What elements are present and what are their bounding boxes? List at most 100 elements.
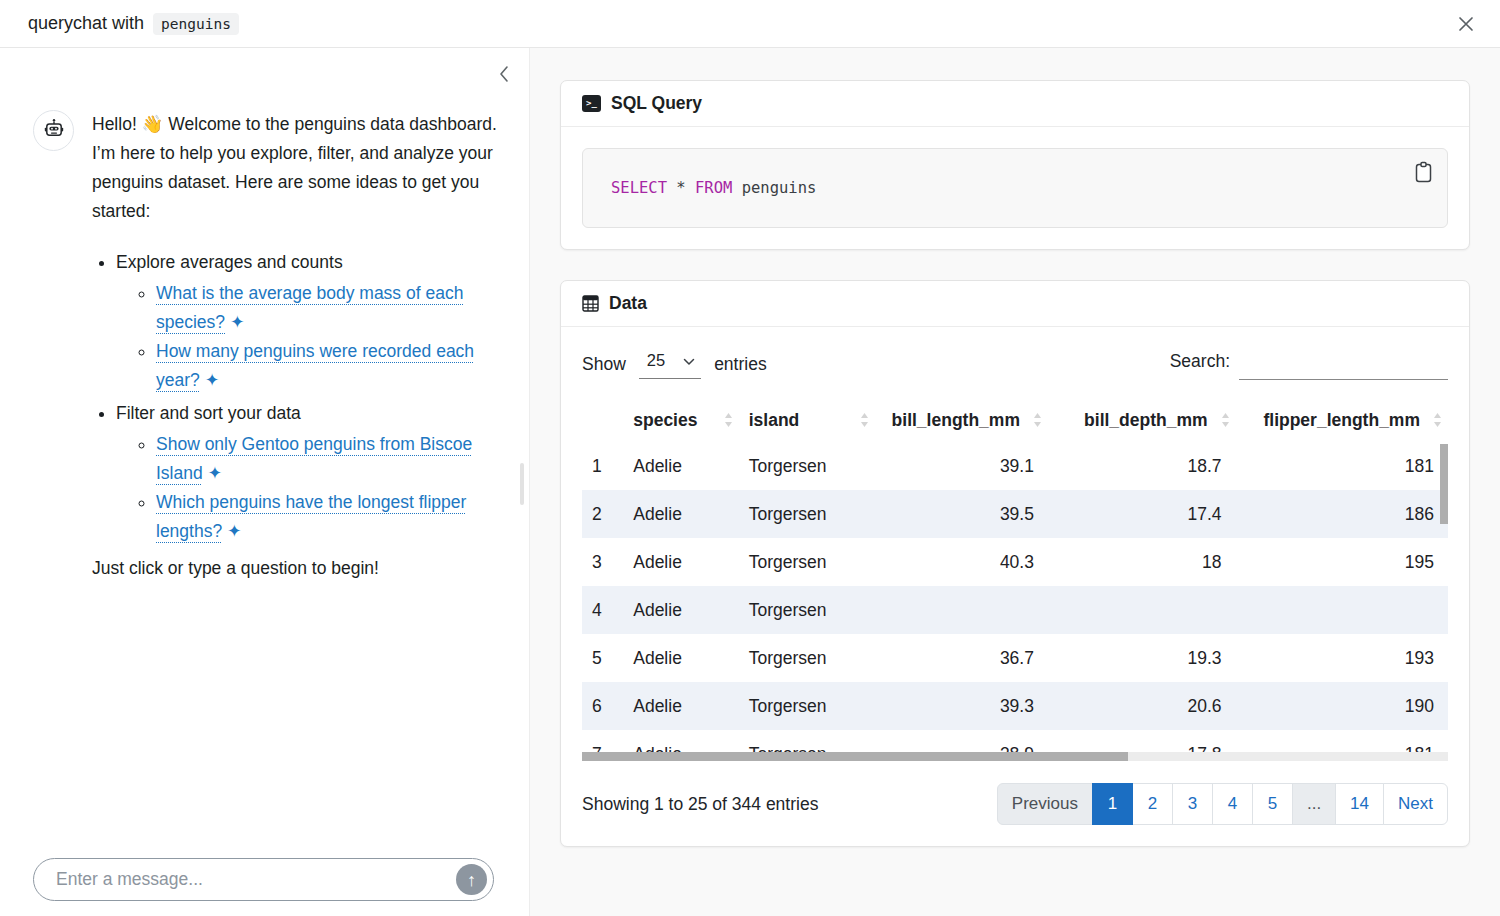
table-cell: 195 <box>1236 538 1448 586</box>
table-cell: Torgersen <box>739 682 875 730</box>
send-button[interactable]: ↑ <box>456 864 487 895</box>
chat-scrollbar[interactable] <box>520 463 524 505</box>
section-label: Explore averages and counts <box>116 252 343 272</box>
row-number-cell: 5 <box>582 634 623 682</box>
pagination-page-button[interactable]: 1 <box>1092 783 1133 825</box>
sort-icon <box>1033 412 1042 428</box>
table-row[interactable]: 6AdelieTorgersen39.320.6190 <box>582 682 1448 730</box>
message-intro: Hello! 👋 Welcome to the penguins data da… <box>92 110 501 226</box>
sparkle-icon: ✦ <box>222 521 242 541</box>
entries-label: entries <box>714 354 767 375</box>
robot-icon <box>42 117 66 145</box>
table-row[interactable]: 2AdelieTorgersen39.517.4186 <box>582 490 1448 538</box>
sql-card-header: >_ SQL Query <box>561 81 1469 127</box>
table-cell: Adelie <box>623 634 738 682</box>
table-cell: Adelie <box>623 442 738 490</box>
column-header-label: island <box>749 410 800 430</box>
column-header-label: bill_depth_mm <box>1084 410 1208 430</box>
pagination-ellipsis: ... <box>1292 783 1336 825</box>
data-table: species island bill_length_mm bill_depth_mm… <box>582 398 1448 761</box>
pagination-previous-button: Previous <box>997 783 1093 825</box>
table-horizontal-scrollbar[interactable] <box>582 752 1128 761</box>
pagination-next-button[interactable]: Next <box>1383 783 1448 825</box>
send-arrow-icon: ↑ <box>467 871 476 889</box>
row-number-cell: 3 <box>582 538 623 586</box>
page-length-select[interactable]: 25 <box>639 350 701 379</box>
terminal-icon: >_ <box>582 95 601 112</box>
suggestion-list: What is the average body mass of each sp… <box>116 279 501 395</box>
chevron-down-icon <box>683 351 695 370</box>
suggestion-link[interactable]: Which penguins have the longest flipper … <box>156 492 466 541</box>
table-cell: 39.1 <box>875 442 1048 490</box>
table-viewport: species island bill_length_mm bill_depth_mm… <box>582 398 1448 761</box>
pagination-page-button[interactable]: 14 <box>1335 783 1384 825</box>
suggestion-link[interactable]: What is the average body mass of each sp… <box>156 283 463 332</box>
list-item: How many penguins were recorded each yea… <box>156 337 501 395</box>
pagination-page-button[interactable]: 5 <box>1252 783 1293 825</box>
list-item: What is the average body mass of each sp… <box>156 279 501 337</box>
column-header[interactable]: species <box>623 398 738 442</box>
sort-icon <box>860 412 869 428</box>
chevron-left-icon <box>497 72 511 87</box>
page-length-control: Show 25 entries <box>582 350 767 379</box>
pagination-page-button[interactable]: 3 <box>1172 783 1213 825</box>
close-button[interactable] <box>1452 10 1480 38</box>
table-horizontal-scrollbar-track <box>582 752 1448 761</box>
sql-query-card: >_ SQL Query SELECT * FROM penguins <box>560 80 1470 250</box>
sql-keyword: SELECT <box>611 179 667 197</box>
table-cell: Torgersen <box>739 490 875 538</box>
row-number-cell: 2 <box>582 490 623 538</box>
collapse-sidebar-button[interactable] <box>495 62 513 89</box>
sql-text: penguins <box>732 179 816 197</box>
table-cell: Adelie <box>623 586 738 634</box>
copy-button[interactable] <box>1411 158 1436 189</box>
table-cell: 17.4 <box>1048 490 1236 538</box>
datatable-footer: Showing 1 to 25 of 344 entries Previous1… <box>582 783 1448 825</box>
table-row[interactable]: 1AdelieTorgersen39.118.7181 <box>582 442 1448 490</box>
pagination-page-button[interactable]: 2 <box>1132 783 1173 825</box>
table-vertical-scrollbar[interactable] <box>1440 444 1448 524</box>
sort-icon <box>1433 412 1442 428</box>
search-label: Search: <box>1170 350 1230 372</box>
table-cell: Adelie <box>623 490 738 538</box>
table-row[interactable]: 5AdelieTorgersen36.719.3193 <box>582 634 1448 682</box>
show-label: Show <box>582 354 626 375</box>
table-info: Showing 1 to 25 of 344 entries <box>582 794 818 815</box>
row-number-cell: 1 <box>582 442 623 490</box>
table-cell: 39.5 <box>875 490 1048 538</box>
message-outro: Just click or type a question to begin! <box>92 554 501 583</box>
table-cell: 20.6 <box>1048 682 1236 730</box>
column-header[interactable]: flipper_length_mm <box>1236 398 1448 442</box>
table-cell <box>875 586 1048 634</box>
column-header[interactable]: bill_depth_mm <box>1048 398 1236 442</box>
row-number-cell: 4 <box>582 586 623 634</box>
table-cell <box>1236 586 1448 634</box>
table-row[interactable]: 4AdelieTorgersen <box>582 586 1448 634</box>
data-card-title: Data <box>609 293 647 314</box>
table-cell: 19.3 <box>1048 634 1236 682</box>
wave-emoji-icon: 👋 <box>142 114 164 134</box>
datatable-controls: Show 25 entries Search: <box>582 348 1448 380</box>
column-header[interactable]: island <box>739 398 875 442</box>
table-row[interactable]: 3AdelieTorgersen40.318195 <box>582 538 1448 586</box>
suggestion-section: Filter and sort your data Show only Gento… <box>116 399 501 546</box>
pagination-page-button[interactable]: 4 <box>1212 783 1253 825</box>
sparkle-icon: ✦ <box>203 463 223 483</box>
column-header[interactable]: bill_length_mm <box>875 398 1048 442</box>
table-cell: Adelie <box>623 538 738 586</box>
sql-card-body: SELECT * FROM penguins <box>561 127 1469 249</box>
titlebar: querychat with penguins <box>0 0 1500 48</box>
chat-input-bar: ↑ <box>33 858 494 901</box>
search-input[interactable] <box>1239 350 1448 380</box>
table-cell: Torgersen <box>739 538 875 586</box>
row-number-cell: 6 <box>582 682 623 730</box>
avatar <box>33 110 74 151</box>
suggestion-list: Show only Gentoo penguins from Biscoe Is… <box>116 430 501 546</box>
table-cell: 193 <box>1236 634 1448 682</box>
list-item: Show only Gentoo penguins from Biscoe Is… <box>156 430 501 488</box>
sparkle-icon: ✦ <box>225 312 245 332</box>
chat-message-input[interactable] <box>34 869 456 890</box>
table-cell: Torgersen <box>739 586 875 634</box>
data-card-header: Data <box>561 281 1469 327</box>
section-label: Filter and sort your data <box>116 403 301 423</box>
